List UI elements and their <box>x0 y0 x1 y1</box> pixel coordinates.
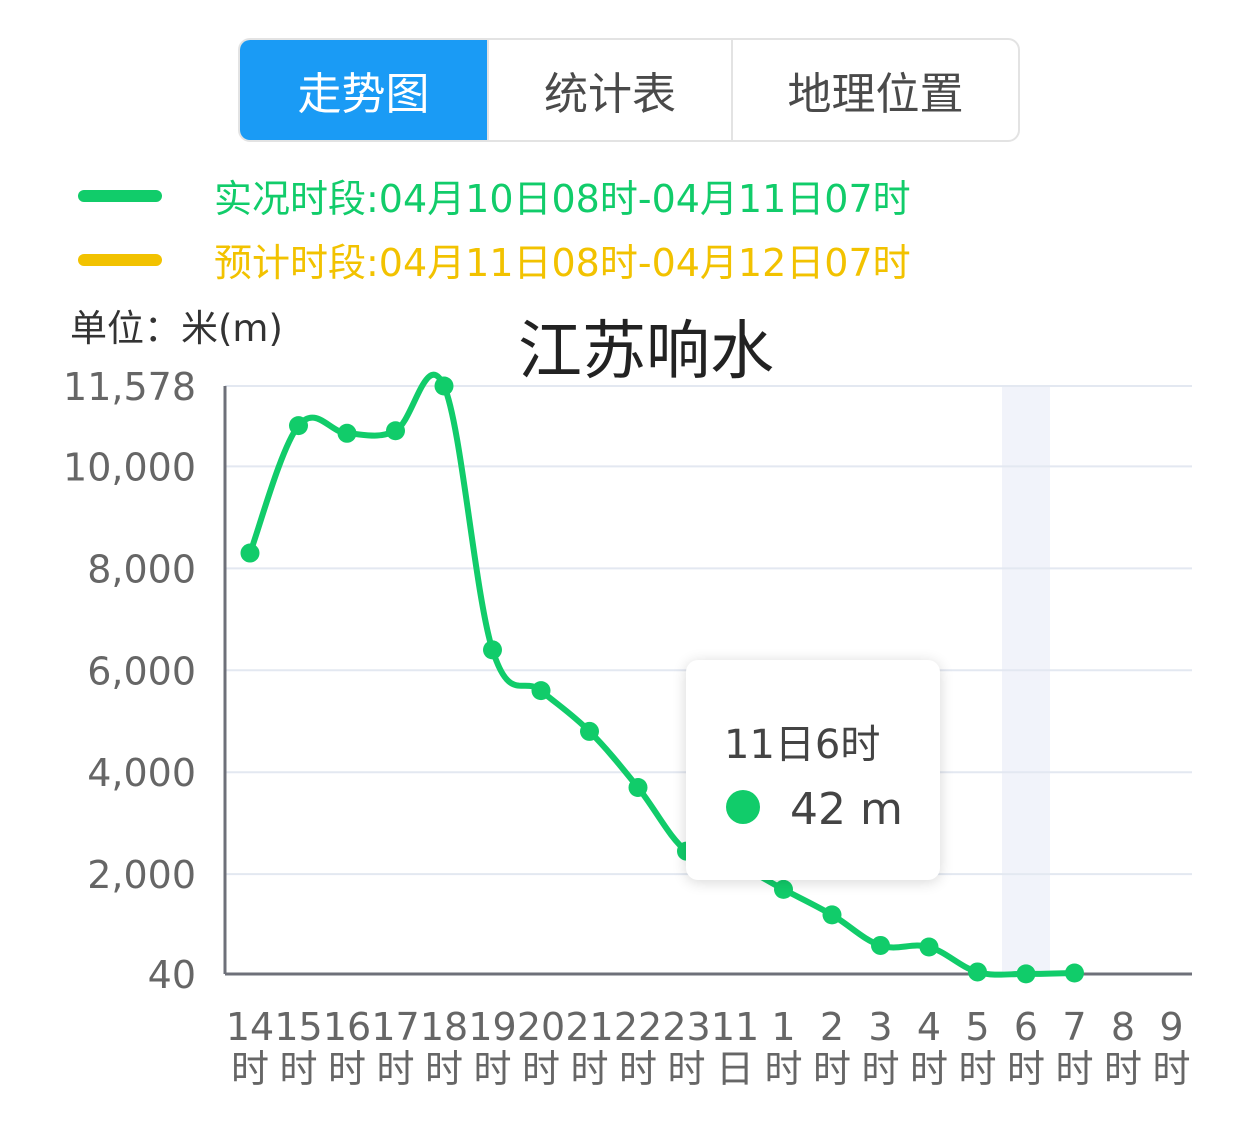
x-tick-label: 21 <box>565 1005 613 1049</box>
legend-forecast: 预计时段:04月11日08时-04月12日07时 <box>78 232 911 287</box>
y-tick-label: 4,000 <box>87 751 196 795</box>
x-tick-label-suffix: 时 <box>1104 1047 1142 1091</box>
legend-observed: 实况时段:04月10日08时-04月11日07时 <box>78 168 911 223</box>
data-point[interactable] <box>240 543 260 563</box>
x-tick-label-suffix: 时 <box>279 1047 317 1091</box>
x-tick-label-suffix: 时 <box>1055 1047 1093 1091</box>
x-tick-label: 22 <box>614 1005 662 1049</box>
x-tick-label-suffix: 时 <box>328 1047 366 1091</box>
data-point[interactable] <box>919 937 939 957</box>
x-tick-label: 17 <box>371 1005 419 1049</box>
tab-statistics-table[interactable]: 统计表 <box>487 40 731 140</box>
x-tick-label: 2 <box>820 1005 844 1049</box>
data-point[interactable] <box>1016 964 1036 984</box>
data-point[interactable] <box>434 376 454 396</box>
hover-band <box>1002 386 1050 974</box>
data-point[interactable] <box>531 681 551 701</box>
x-tick-label: 7 <box>1062 1005 1086 1049</box>
x-tick-label-suffix: 时 <box>958 1047 996 1091</box>
x-tick-label-suffix: 时 <box>619 1047 657 1091</box>
x-tick-label: 8 <box>1111 1005 1135 1049</box>
tooltip-value: 42 m <box>790 784 903 835</box>
x-tick-label: 6 <box>1014 1005 1038 1049</box>
tab-trend[interactable]: 走势图 <box>240 40 487 140</box>
data-point[interactable] <box>289 416 308 436</box>
view-tabs: 走势图 统计表 地理位置 <box>238 38 1020 142</box>
x-tick-label: 14 <box>226 1005 274 1049</box>
y-tick-label: 40 <box>148 953 196 997</box>
x-tick-label: 11 <box>711 1005 759 1049</box>
x-tick-label-suffix: 时 <box>473 1047 511 1091</box>
x-tick-label-suffix: 时 <box>570 1047 608 1091</box>
x-tick-label-suffix: 时 <box>667 1047 705 1091</box>
x-tick-label-suffix: 时 <box>376 1047 414 1091</box>
tab-location[interactable]: 地理位置 <box>731 40 1018 140</box>
data-point[interactable] <box>337 423 357 443</box>
data-point[interactable] <box>822 905 842 925</box>
tooltip: 11日6时 42 m <box>686 660 940 880</box>
data-point[interactable] <box>386 421 405 441</box>
legend-observed-label: 实况时段:04月10日08时-04月11日07时 <box>214 177 911 221</box>
x-tick-label-suffix: 时 <box>813 1047 851 1091</box>
tooltip-label: 11日6时 <box>724 722 881 768</box>
y-tick-label: 2,000 <box>87 853 196 897</box>
data-point[interactable] <box>968 962 987 982</box>
tooltip-series-dot <box>726 790 760 824</box>
x-tick-label: 18 <box>420 1005 468 1049</box>
unit-label: 单位：米(m) <box>70 307 283 350</box>
x-tick-label-suffix: 时 <box>522 1047 560 1091</box>
y-tick-label: 11,578 <box>63 365 196 409</box>
x-tick-label: 3 <box>868 1005 892 1049</box>
x-tick-label: 4 <box>917 1005 941 1049</box>
series-line <box>247 372 1075 978</box>
legend-forecast-label: 预计时段:04月11日08时-04月12日07时 <box>214 241 911 285</box>
x-tick-label-suffix: 日 <box>716 1047 754 1091</box>
x-tick-label: 15 <box>274 1005 322 1049</box>
legend-forecast-swatch <box>78 253 162 266</box>
legend-observed-swatch <box>78 189 162 202</box>
x-tick-label: 5 <box>965 1005 989 1049</box>
data-point[interactable] <box>483 640 502 660</box>
chart-title: 江苏响水 <box>518 315 774 389</box>
x-tick-label-suffix: 时 <box>764 1047 802 1091</box>
x-tick-label-suffix: 时 <box>231 1047 269 1091</box>
data-point[interactable] <box>774 879 793 899</box>
x-tick-label: 20 <box>517 1005 565 1049</box>
y-tick-label: 8,000 <box>87 547 196 591</box>
x-tick-label-suffix: 时 <box>1007 1047 1045 1091</box>
data-point[interactable] <box>871 935 890 955</box>
x-tick-label: 23 <box>662 1005 710 1049</box>
x-tick-label-suffix: 时 <box>1152 1047 1190 1091</box>
x-tick-label: 1 <box>771 1005 795 1049</box>
x-tick-label: 19 <box>468 1005 516 1049</box>
data-point[interactable] <box>1065 963 1084 983</box>
data-point[interactable] <box>580 721 599 741</box>
data-point[interactable] <box>628 777 648 797</box>
x-tick-label: 9 <box>1159 1005 1183 1049</box>
x-tick-label-suffix: 时 <box>425 1047 463 1091</box>
y-tick-label: 10,000 <box>63 445 196 489</box>
x-tick-label-suffix: 时 <box>861 1047 899 1091</box>
x-tick-label-suffix: 时 <box>910 1047 948 1091</box>
y-tick-label: 6,000 <box>87 649 196 693</box>
x-tick-label: 16 <box>323 1005 371 1049</box>
